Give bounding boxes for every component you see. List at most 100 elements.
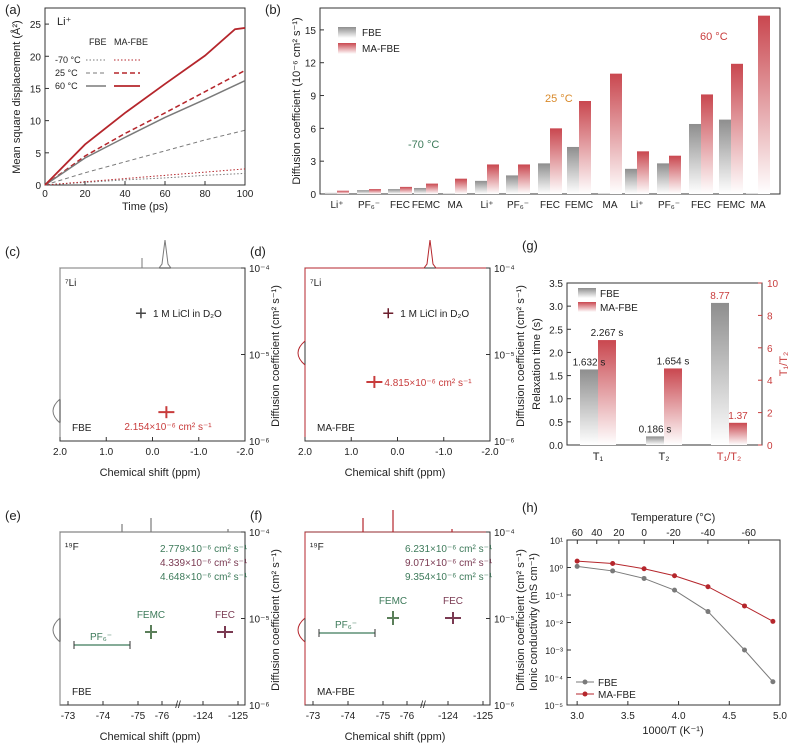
g-category-label: T₁/T₂	[717, 451, 741, 463]
h-x2tick-label: 0	[641, 528, 647, 539]
a-title: Li⁺	[57, 16, 72, 28]
h-x2tick-label: 20	[613, 528, 625, 539]
panel-e-label: (e)	[5, 508, 21, 523]
h-data-point	[742, 647, 747, 653]
b-bar-mafbe	[487, 164, 499, 194]
nmr-xtick-label: -74	[341, 711, 356, 722]
nmr-ytick-label: 10⁻⁵	[249, 615, 270, 626]
nmr-value-annotation: 9.354×10⁻⁶ cm² s⁻¹	[405, 572, 493, 583]
g-bar-fbe	[711, 302, 729, 445]
h-x2tick-label: -40	[701, 528, 716, 539]
h-ylabel: Ionic conductivity (mS cm⁻¹)	[528, 553, 540, 691]
nmr-xlabel: Chemical shift (ppm)	[100, 467, 201, 479]
g-ytick-label: 3.5	[549, 279, 563, 290]
h-data-point	[770, 679, 776, 685]
nmr-left-projection	[52, 268, 61, 441]
b-bar-mafbe	[550, 128, 562, 194]
h-ytick-label: 10⁻⁴	[544, 674, 563, 684]
h-ytick-label: 10⁻³	[545, 646, 563, 656]
b-bar-fbe	[746, 193, 758, 194]
nmr-xtick-label: -73	[306, 711, 321, 722]
nmr-xtick-label: -74	[96, 711, 111, 722]
nmr-nucleus: ¹⁹F	[310, 542, 324, 553]
nmr-xlabel: Chemical shift (ppm)	[345, 467, 446, 479]
b-category-label: Li⁺	[330, 200, 343, 211]
panel-a-label: (a)	[5, 2, 21, 17]
h-xlabel: 1000/T (K⁻¹)	[642, 725, 703, 737]
nmr-nucleus: ⁷Li	[310, 278, 321, 289]
nmr-ytick-label: 10⁻⁴	[249, 264, 270, 275]
b-group-label: -70 °C	[408, 139, 439, 151]
b-ytick-label: 15	[305, 26, 317, 37]
a-xtick-label: 60	[159, 189, 171, 200]
h-data-point	[574, 558, 580, 564]
b-bar-mafbe	[637, 151, 649, 194]
nmr-left-projection	[297, 268, 306, 441]
h-x2tick-label: 40	[591, 528, 603, 539]
nmr-value-annotation: 4.648×10⁻⁶ cm² s⁻¹	[160, 572, 248, 583]
nmr-xlabel: Chemical shift (ppm)	[345, 731, 446, 743]
g-y2tick-label: 0	[767, 441, 773, 452]
b-category-label: Li⁺	[630, 200, 643, 211]
nmr-species-label: PF₆⁻	[335, 620, 357, 631]
b-bar-mafbe	[579, 101, 591, 194]
b-bar-fbe	[567, 146, 579, 194]
h-series-line	[577, 565, 774, 683]
h-legend-label: FBE	[598, 678, 618, 689]
h-data-point	[672, 587, 678, 593]
b-bar-fbe	[388, 189, 400, 194]
b-ytick-label: 6	[310, 124, 316, 135]
a-xtick-label: 0	[42, 189, 48, 200]
g-bar-label-mafbe: 1.654 s	[657, 356, 690, 367]
b-bar-mafbe	[518, 164, 530, 194]
nmr-ylabel: Diffusion coefficient (cm² s⁻¹)	[270, 549, 282, 691]
a-series-line	[44, 129, 246, 186]
h-xtick-label: 5.0	[773, 711, 787, 722]
nmr-nucleus: ⁷Li	[65, 278, 76, 289]
nmr-ref-label: 1 M LiCl in D₂O	[153, 309, 222, 320]
nmr-xtick-label: -125	[228, 711, 248, 722]
nmr-xtick-label: -76	[155, 711, 170, 722]
b-group-label: 60 °C	[700, 31, 728, 43]
nmr-ytick-label: 10⁻⁶	[494, 437, 515, 448]
nmr-peak-annotation: 4.815×10⁻⁶ cm² s⁻¹	[384, 378, 472, 389]
a-legend-row: 25 °C	[55, 68, 78, 78]
a-xtick-label: 20	[79, 189, 91, 200]
b-category-label: FEMC	[565, 200, 593, 211]
a-xlabel: Time (ps)	[122, 201, 168, 213]
panel-f-label: (f)	[250, 508, 262, 523]
nmr-sample-label: FBE	[72, 423, 92, 434]
b-bar-fbe	[325, 192, 337, 194]
b-bar-fbe	[357, 190, 369, 194]
nmr-xtick-label: -73	[61, 711, 76, 722]
nmr-nucleus: ¹⁹F	[65, 542, 79, 553]
g-bar-label-fbe: 0.186 s	[639, 424, 672, 435]
h-ytick-label: 10⁻²	[545, 619, 563, 629]
nmr-species-label: FEMC	[379, 596, 407, 607]
b-category-label: PF₆⁻	[507, 200, 529, 211]
b-bar-fbe	[475, 180, 487, 194]
nmr-species-label: PF₆⁻	[90, 632, 112, 643]
nmr-xtick-label: -125	[473, 711, 493, 722]
a-legend-row: -70 °C	[55, 55, 81, 65]
h-ytick-label: 10⁻¹	[545, 591, 563, 601]
panel-c-frame	[59, 267, 246, 442]
h-x2tick-label: 60	[572, 528, 584, 539]
g-ylabel: Relaxation time (s)	[531, 318, 543, 410]
nmr-left-projection	[52, 532, 61, 705]
panel-g-label: (g)	[522, 238, 538, 253]
nmr-xtick-label: -2.0	[236, 447, 254, 458]
b-ylabel: Diffusion coefficient (10⁻⁶ cm² s⁻¹)	[291, 17, 303, 184]
h-x2tick-label: -60	[741, 528, 756, 539]
nmr-xtick-label: -75	[376, 711, 391, 722]
b-bar-mafbe	[669, 155, 681, 194]
b-bar-fbe	[414, 187, 426, 194]
g-category-label: T₁	[593, 451, 604, 463]
h-legend-label: MA-FBE	[598, 690, 636, 701]
g-ytick-label: 0.0	[549, 441, 563, 452]
h-data-point	[705, 584, 711, 590]
g-ytick-label: 3.0	[549, 302, 563, 313]
g-ytick-label: 2.0	[549, 348, 563, 359]
nmr-xtick-label: -1.0	[435, 447, 453, 458]
b-ytick-label: 3	[310, 157, 316, 168]
